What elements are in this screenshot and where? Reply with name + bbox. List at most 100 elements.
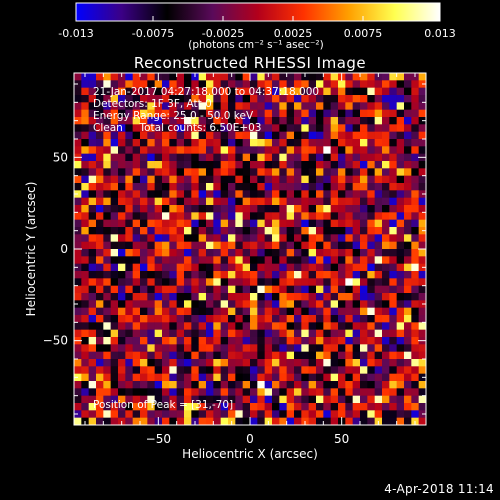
heatmap-pixel	[338, 322, 346, 330]
heatmap-pixel	[235, 109, 243, 118]
heatmap-pixel	[338, 256, 346, 264]
heatmap-pixel	[228, 234, 236, 242]
heatmap-pixel	[96, 410, 104, 418]
heatmap-pixel	[103, 153, 111, 162]
heatmap-pixel	[154, 146, 163, 154]
heatmap-pixel	[198, 139, 207, 147]
heatmap-pixel	[147, 256, 155, 264]
heatmap-pixel	[374, 322, 383, 330]
heatmap-pixel	[330, 234, 339, 242]
heatmap-pixel	[264, 366, 273, 374]
heatmap-pixel	[323, 197, 331, 206]
heatmap-pixel	[272, 249, 280, 257]
heatmap-pixel	[176, 87, 185, 96]
heatmap-pixel	[118, 300, 126, 308]
heatmap-pixel	[294, 410, 302, 418]
heatmap-pixel	[110, 344, 119, 352]
heatmap-pixel	[140, 153, 148, 162]
heatmap-pixel	[81, 190, 89, 198]
heatmap-pixel	[169, 124, 177, 132]
heatmap-pixel	[118, 322, 126, 330]
heatmap-pixel	[96, 219, 104, 228]
heatmap-pixel	[396, 322, 405, 330]
heatmap-pixel	[242, 175, 251, 184]
heatmap-pixel	[191, 359, 199, 367]
heatmap-pixel	[88, 307, 97, 316]
heatmap-pixel	[235, 95, 243, 103]
heatmap-pixel	[389, 183, 397, 191]
heatmap-pixel	[206, 344, 214, 352]
heatmap-pixel	[338, 337, 346, 345]
heatmap-pixel	[118, 102, 126, 110]
heatmap-pixel	[404, 80, 412, 88]
heatmap-pixel	[74, 351, 82, 360]
heatmap-pixel	[176, 109, 185, 118]
heatmap-pixel	[338, 329, 346, 338]
heatmap-pixel	[191, 234, 199, 242]
heatmap-pixel	[418, 403, 427, 411]
heatmap-pixel	[132, 366, 141, 374]
y-tick-label: −50	[43, 334, 68, 348]
heatmap-pixel	[132, 73, 141, 81]
heatmap-pixel	[323, 109, 331, 118]
heatmap-pixel	[367, 175, 375, 184]
heatmap-pixel	[110, 190, 119, 198]
heatmap-pixel	[272, 95, 280, 103]
heatmap-pixel	[316, 315, 324, 323]
heatmap-pixel	[308, 146, 317, 154]
heatmap-pixel	[154, 366, 163, 374]
heatmap-pixel	[257, 102, 265, 110]
heatmap-pixel	[389, 80, 397, 88]
heatmap-pixel	[301, 249, 309, 257]
heatmap-pixel	[206, 329, 214, 338]
heatmap-pixel	[169, 109, 177, 118]
heatmap-pixel	[184, 337, 192, 345]
heatmap-pixel	[184, 73, 192, 81]
heatmap-pixel	[272, 161, 280, 169]
heatmap-pixel	[235, 388, 243, 396]
heatmap-pixel	[169, 351, 177, 360]
heatmap-pixel	[228, 139, 236, 147]
heatmap-pixel	[294, 344, 302, 352]
heatmap-pixel	[367, 256, 375, 264]
heatmap-pixel	[228, 322, 236, 330]
heatmap-pixel	[257, 351, 265, 360]
heatmap-pixel	[308, 183, 317, 191]
heatmap-pixel	[191, 183, 199, 191]
heatmap-pixel	[308, 168, 317, 176]
heatmap-pixel	[88, 219, 97, 228]
heatmap-pixel	[147, 271, 155, 279]
heatmap-pixel	[198, 344, 207, 352]
heatmap-pixel	[418, 271, 427, 279]
heatmap-pixel	[132, 256, 141, 264]
heatmap-pixel	[154, 190, 163, 198]
heatmap-pixel	[279, 271, 287, 279]
heatmap-pixel	[213, 234, 221, 242]
heatmap-pixel	[264, 80, 273, 88]
heatmap-pixel	[323, 146, 331, 154]
heatmap-pixel	[88, 190, 97, 198]
heatmap-pixel	[169, 80, 177, 88]
heatmap-pixel	[382, 205, 390, 213]
heatmap-pixel	[286, 241, 295, 250]
heatmap-pixel	[228, 87, 236, 96]
heatmap-pixel	[213, 241, 221, 250]
heatmap-pixel	[103, 227, 111, 235]
heatmap-pixel	[81, 249, 89, 257]
heatmap-pixel	[132, 285, 141, 294]
heatmap-pixel	[191, 219, 199, 228]
heatmap-pixel	[257, 153, 265, 162]
heatmap-pixel	[418, 315, 427, 323]
heatmap-pixel	[360, 227, 368, 235]
heatmap-pixel	[382, 183, 390, 191]
heatmap-pixel	[352, 359, 361, 367]
heatmap-pixel	[374, 359, 383, 367]
heatmap-pixel	[235, 307, 243, 316]
heatmap-pixel	[411, 80, 419, 88]
heatmap-pixel	[330, 212, 339, 220]
heatmap-pixel	[272, 366, 280, 374]
heatmap-pixel	[206, 95, 214, 103]
heatmap-pixel	[382, 190, 390, 198]
heatmap-pixel	[184, 263, 192, 272]
heatmap-pixel	[308, 117, 317, 125]
